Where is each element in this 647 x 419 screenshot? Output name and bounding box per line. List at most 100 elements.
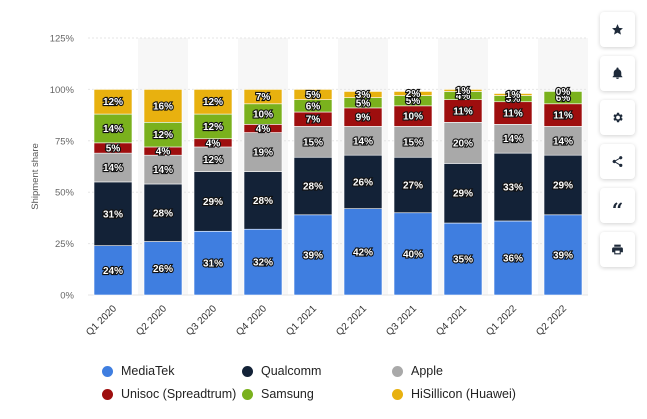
- data-label: 4%: [156, 147, 171, 158]
- data-label: 12%: [203, 122, 223, 133]
- y-tick-label: 75%: [55, 136, 75, 147]
- bar-segment[interactable]: [343, 208, 383, 296]
- bar-segment[interactable]: [543, 214, 583, 296]
- data-label: 14%: [553, 136, 573, 147]
- data-label: 11%: [503, 109, 523, 120]
- legend-swatch: [242, 388, 253, 400]
- data-label: 1%: [456, 86, 471, 97]
- x-tick-label: Q1 2022: [484, 303, 519, 338]
- x-tick-label: Q3 2021: [384, 303, 419, 338]
- bar-segment[interactable]: [243, 132, 283, 172]
- notification-button[interactable]: [600, 56, 635, 91]
- bar-segment[interactable]: [493, 220, 533, 296]
- legend-swatch: [242, 365, 253, 377]
- bar-segment[interactable]: [443, 163, 483, 224]
- data-label: 4%: [456, 91, 471, 102]
- x-tick-label: Q2 2020: [134, 303, 169, 338]
- bar-segment[interactable]: [193, 89, 233, 115]
- bar-segment[interactable]: [143, 183, 183, 242]
- legend-swatch: [102, 388, 113, 400]
- bar-segment[interactable]: [493, 152, 533, 222]
- bar-segment[interactable]: [443, 89, 483, 92]
- share-button[interactable]: [600, 144, 635, 179]
- data-label: 3%: [506, 94, 521, 105]
- star-button[interactable]: [600, 12, 635, 47]
- bar-segment[interactable]: [393, 91, 433, 96]
- data-label: 10%: [403, 112, 423, 123]
- bar-segment[interactable]: [243, 171, 283, 230]
- legend-item[interactable]: HiSillicon (Huawei): [392, 387, 516, 401]
- bar-segment[interactable]: [143, 121, 183, 148]
- data-label: 14%: [103, 163, 123, 174]
- bar-segment[interactable]: [393, 156, 433, 214]
- data-label: 29%: [203, 197, 223, 208]
- data-label: 33%: [503, 183, 523, 194]
- bar-segment[interactable]: [143, 89, 183, 123]
- data-label: 39%: [303, 250, 323, 261]
- x-tick-label: Q2 2021: [334, 303, 369, 338]
- data-label: 14%: [503, 134, 523, 145]
- stacked-bar-chart: 0% 25% 50% 75% 100% 125% Shipment share 24% 31% 1…: [30, 34, 588, 338]
- bar-segment[interactable]: [293, 156, 333, 216]
- settings-button[interactable]: [600, 100, 635, 135]
- data-label: 28%: [303, 182, 323, 193]
- legend-label: Unisoc (Spreadtrum): [121, 387, 237, 401]
- data-label: 10%: [253, 110, 273, 121]
- bar-segment[interactable]: [193, 146, 233, 172]
- legend-item[interactable]: MediaTek: [102, 364, 175, 378]
- data-label: 7%: [256, 92, 271, 103]
- x-tick-label: Q4 2021: [434, 303, 469, 338]
- bar-segment[interactable]: [93, 89, 133, 115]
- data-label: 31%: [103, 209, 123, 220]
- data-label: 24%: [103, 266, 123, 277]
- bar-segment[interactable]: [343, 154, 383, 209]
- data-label: 27%: [403, 181, 423, 192]
- bar-segment[interactable]: [293, 89, 333, 100]
- data-label: 5%: [356, 98, 371, 109]
- data-label: 5%: [406, 96, 421, 107]
- data-label: 29%: [453, 189, 473, 200]
- data-label: 11%: [553, 111, 573, 122]
- bar-segment[interactable]: [93, 152, 133, 183]
- legend-item[interactable]: Samsung: [242, 387, 314, 401]
- data-label: 35%: [453, 255, 473, 266]
- bar-segment[interactable]: [143, 241, 183, 296]
- legend-label: Samsung: [261, 387, 314, 401]
- data-label: 0%: [556, 87, 571, 98]
- bar-segment[interactable]: [543, 91, 583, 105]
- bar-segment[interactable]: [393, 212, 433, 296]
- legend-item[interactable]: Qualcomm: [242, 364, 321, 378]
- legend-label: MediaTek: [121, 364, 175, 378]
- y-tick-label: 50%: [55, 188, 75, 199]
- data-label: 15%: [303, 137, 323, 148]
- bar-segment[interactable]: [243, 89, 283, 105]
- bar-segment[interactable]: [243, 228, 283, 296]
- bar-segment[interactable]: [93, 181, 133, 246]
- bar-segment[interactable]: [143, 154, 183, 185]
- bar-segment[interactable]: [193, 113, 233, 140]
- legend-item[interactable]: Unisoc (Spreadtrum): [102, 387, 236, 401]
- data-label: 9%: [356, 113, 371, 124]
- print-button[interactable]: [600, 232, 635, 267]
- share-icon: [612, 156, 623, 167]
- data-label: 3%: [356, 90, 371, 101]
- bar-segment[interactable]: [293, 214, 333, 296]
- cite-button[interactable]: “: [600, 188, 635, 223]
- bar-segment[interactable]: [93, 245, 133, 296]
- y-tick-label: 0%: [60, 291, 74, 302]
- bar-segment[interactable]: [443, 222, 483, 296]
- bar-segment[interactable]: [193, 171, 233, 232]
- legend-swatch: [392, 365, 403, 377]
- data-label: 11%: [453, 106, 473, 117]
- bar-segment[interactable]: [343, 126, 383, 156]
- bar-segment[interactable]: [493, 93, 533, 96]
- bar-segment[interactable]: [193, 230, 233, 296]
- y-tick-label: 100%: [50, 85, 75, 96]
- legend-label: Qualcomm: [261, 364, 322, 378]
- legend-label: HiSillicon (Huawei): [411, 387, 516, 401]
- bar-segment[interactable]: [343, 91, 383, 98]
- bar-segment[interactable]: [543, 154, 583, 216]
- legend-item[interactable]: Apple: [392, 364, 443, 378]
- data-label: 12%: [203, 155, 223, 166]
- bar-segment[interactable]: [493, 124, 533, 154]
